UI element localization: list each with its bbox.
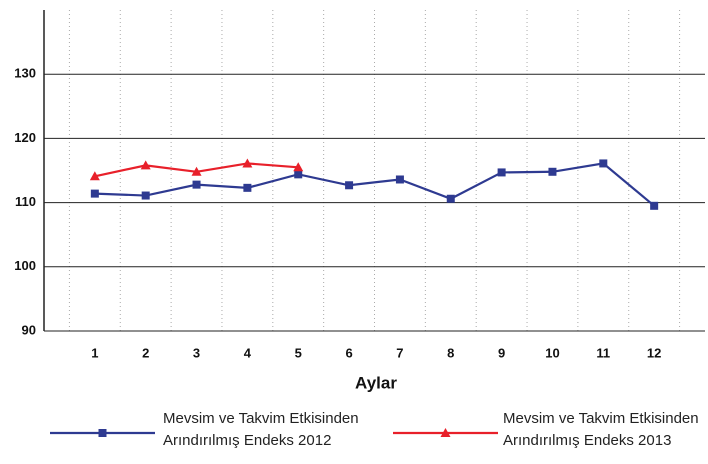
x-tick-label: 6 [345, 345, 352, 360]
x-axis-label: Aylar [355, 373, 397, 392]
x-tick-label: 3 [193, 345, 200, 360]
x-tick-label: 7 [396, 345, 403, 360]
x-tick-label: 9 [498, 345, 505, 360]
x-tick-label: 11 [596, 345, 610, 360]
data-point [243, 183, 252, 192]
y-tick-label: 110 [15, 194, 36, 209]
data-point [345, 181, 354, 190]
data-point [599, 159, 608, 168]
legend-label: Mevsim ve Takvim Etkisinden Arındırılmış… [503, 410, 699, 449]
data-point [192, 180, 201, 189]
data-point [141, 191, 150, 200]
legend-marker [98, 429, 107, 437]
legend-label: Mevsim ve Takvim Etkisinden Arındırılmış… [163, 410, 359, 449]
x-tick-label: 8 [447, 345, 454, 360]
data-point [548, 167, 557, 176]
data-point [293, 162, 304, 172]
data-point [395, 175, 404, 184]
y-tick-label: 130 [14, 66, 36, 81]
x-tick-label: 10 [545, 345, 559, 360]
y-tick-label: 120 [14, 130, 36, 145]
data-point [90, 189, 99, 198]
x-tick-label: 4 [244, 345, 252, 360]
x-tick-label: 5 [295, 345, 302, 360]
x-tick-label: 2 [142, 345, 149, 360]
legend-marker [440, 428, 451, 437]
x-tick-label: 1 [91, 345, 98, 360]
data-point [89, 171, 100, 181]
data-point [140, 160, 151, 170]
data-point [242, 158, 253, 168]
data-point [497, 168, 506, 177]
y-tick-label: 100 [14, 258, 36, 273]
data-point [294, 170, 303, 179]
data-point [191, 166, 202, 176]
data-point [650, 201, 659, 210]
x-tick-label: 12 [647, 345, 661, 360]
y-tick-label: 90 [22, 322, 36, 337]
data-point [446, 194, 455, 203]
series-line [94, 162, 655, 207]
